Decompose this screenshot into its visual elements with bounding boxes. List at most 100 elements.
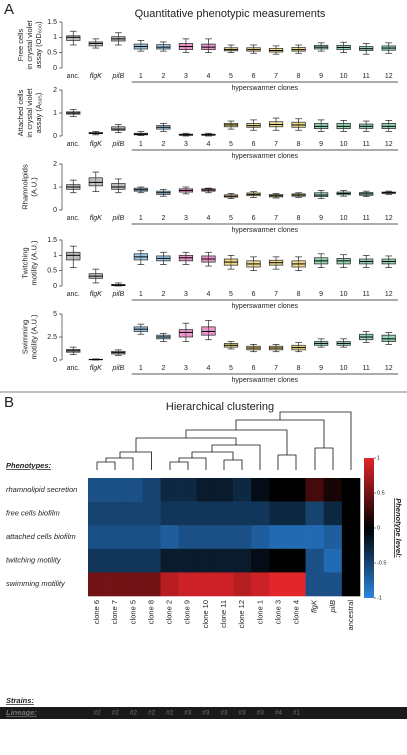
x-tick-label: 8: [297, 365, 301, 372]
x-tick-label: anc.: [67, 291, 80, 298]
y-axis-label: (A.U.): [29, 177, 38, 197]
x-tick-label: 5: [229, 215, 233, 222]
x-tick-label: flgK: [90, 365, 102, 372]
x-tick-label: 8: [297, 291, 301, 298]
x-tick-label: 10: [340, 365, 348, 372]
x-tick-label: 9: [319, 365, 323, 372]
x-tick-label: 5: [229, 73, 233, 80]
lineage-label: #2: [93, 710, 101, 717]
x-tick-label: pilB: [111, 215, 124, 222]
colorbar-label: Phenotype level:: [394, 498, 403, 558]
x-tick-label: 6: [252, 141, 256, 148]
y-axis-label: Attached cells: [16, 89, 25, 136]
heatmap-cell: [251, 501, 270, 526]
group-label: hyperswarmer clones: [232, 227, 299, 234]
lineage-header: Lineage:: [6, 708, 37, 717]
lineage-label: #2: [112, 710, 120, 717]
box: [111, 183, 126, 190]
heatmap-cell: [214, 525, 234, 550]
x-tick-label: flgK: [90, 141, 102, 148]
heatmap-cell: [124, 478, 143, 502]
heatmap-cell: [287, 501, 306, 526]
heatmap-cell: [106, 548, 125, 573]
heatmap-cell: [178, 525, 198, 550]
heatmap-cell: [233, 501, 252, 526]
row-label: swimming motility: [6, 579, 66, 588]
heatmap-cell: [269, 478, 288, 502]
x-tick-label: anc.: [67, 215, 80, 222]
x-tick-label: 4: [207, 73, 211, 80]
heatmap-cell: [88, 478, 107, 502]
lineage-label: #3: [239, 710, 247, 717]
column-label: clone 12: [237, 600, 246, 628]
heatmap-cell: [142, 478, 161, 502]
y-tick-label: 0.5: [47, 268, 57, 275]
y-tick-label: 1: [53, 110, 57, 117]
y-tick-label: 0: [53, 207, 57, 214]
panel-label: A: [4, 1, 14, 18]
heatmap-cell: [196, 548, 216, 573]
group-label: hyperswarmer clones: [232, 153, 299, 160]
heatmap-cell: [233, 548, 252, 573]
row-label: twitching motility: [6, 556, 62, 565]
heatmap-cell: [178, 501, 198, 526]
x-tick-label: 7: [274, 365, 278, 372]
x-tick-label: 8: [297, 215, 301, 222]
y-axis-label: in crystal violet: [25, 87, 34, 137]
group-label: hyperswarmer clones: [232, 303, 299, 310]
heatmap-cell: [88, 572, 107, 597]
x-tick-label: 3: [184, 141, 188, 148]
heatmap-cell: [305, 478, 325, 502]
x-tick-label: 9: [319, 141, 323, 148]
x-tick-label: 10: [340, 73, 348, 80]
x-tick-label: 4: [207, 215, 211, 222]
x-tick-label: 2: [161, 215, 165, 222]
heatmap-cell: [160, 501, 179, 526]
x-tick-label: 4: [207, 365, 211, 372]
group-label: hyperswarmer clones: [232, 377, 299, 384]
dendrogram: [96, 411, 352, 470]
rows-header: Phenotypes:: [6, 461, 52, 470]
column-label: clone 9: [183, 600, 192, 624]
y-tick-label: 1: [53, 34, 57, 41]
lineage-label: #2: [148, 710, 156, 717]
x-tick-label: 5: [229, 365, 233, 372]
x-tick-label: 10: [340, 141, 348, 148]
box: [111, 126, 126, 131]
heatmap-cell: [233, 478, 252, 502]
heatmap-cell: [88, 501, 107, 526]
heatmap-cell: [269, 572, 288, 597]
y-tick-label: 0.5: [47, 50, 57, 57]
x-tick-label: 3: [184, 73, 188, 80]
y-axis-label: Twitching: [20, 247, 29, 278]
heatmap-cell: [196, 525, 216, 550]
column-label: pilB: [328, 600, 337, 614]
heatmap-cell: [323, 478, 343, 502]
x-tick-label: 3: [184, 365, 188, 372]
x-tick-label: 2: [161, 73, 165, 80]
heatmap-cell: [305, 525, 325, 550]
lineage-label: #1: [293, 710, 301, 717]
x-tick-label: 9: [319, 215, 323, 222]
heatmap-cell: [305, 548, 325, 573]
colorbar-tick-label: 0: [377, 525, 380, 531]
y-tick-label: 2.5: [47, 334, 57, 341]
heatmap-cell: [196, 572, 216, 597]
x-tick-label: 6: [252, 215, 256, 222]
column-label: ancestral: [346, 600, 355, 631]
heatmap-cell: [251, 525, 270, 550]
y-tick-label: 2: [53, 87, 57, 94]
heatmap-cell: [341, 572, 361, 597]
x-tick-label: 12: [385, 365, 393, 372]
heatmap-cell: [341, 501, 361, 526]
x-tick-label: 12: [385, 291, 393, 298]
x-tick-label: flgK: [90, 215, 102, 222]
x-tick-label: 4: [207, 141, 211, 148]
x-tick-label: anc.: [67, 365, 80, 372]
heatmap-cell: [88, 525, 107, 550]
x-tick-label: 8: [297, 73, 301, 80]
x-tick-label: flgK: [90, 73, 102, 80]
x-tick-label: 11: [363, 73, 370, 80]
y-tick-label: 1: [53, 184, 57, 191]
